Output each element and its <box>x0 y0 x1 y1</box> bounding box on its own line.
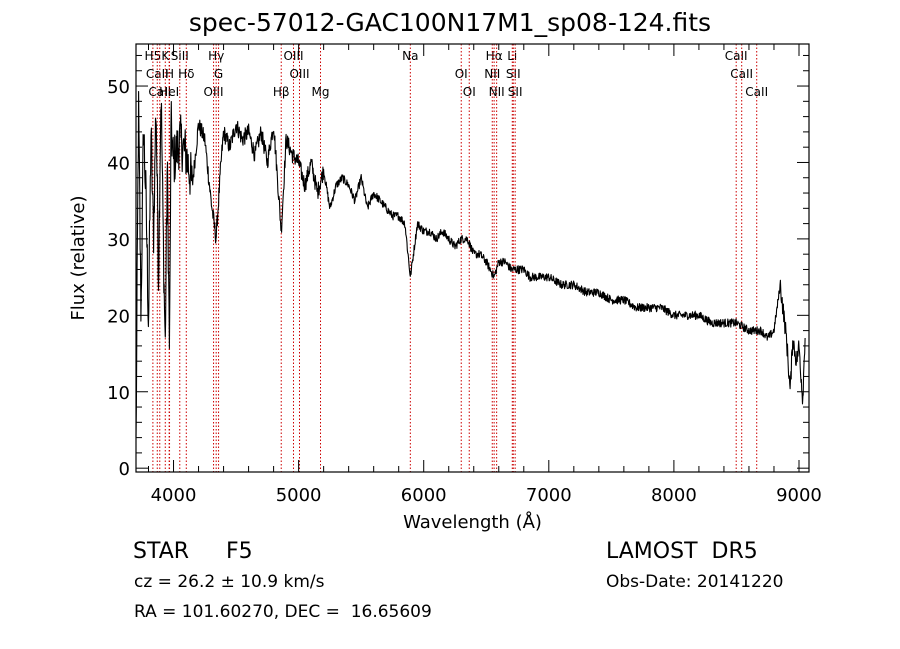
line-marker-label: SII <box>508 85 523 99</box>
line-marker-label: H <box>165 67 174 81</box>
y-tick-label: 0 <box>119 459 130 480</box>
y-axis-label: Flux (relative) <box>68 195 89 320</box>
line-marker-label: CaII <box>148 85 171 99</box>
x-tick-label: 4000 <box>151 485 197 506</box>
object-class: STAR <box>133 539 190 564</box>
line-marker-label: K <box>161 49 170 63</box>
chart-title: spec-57012-GAC100N17M1_sp08-124.fits <box>188 8 712 37</box>
x-axis-label: Wavelength (Å) <box>403 511 542 533</box>
coordinates: RA = 101.60270, DEC = 16.65609 <box>134 602 432 622</box>
line-marker-label: H5 <box>145 49 162 63</box>
object-subclass: F5 <box>226 539 253 564</box>
plot-frame <box>135 43 810 473</box>
x-tick-label: 7000 <box>526 485 572 506</box>
line-marker-label: OIII <box>204 85 224 99</box>
line-marker-label: SiII <box>171 49 189 63</box>
observation-date: Obs-Date: 20141220 <box>606 572 784 592</box>
line-marker-label: HeI <box>159 85 179 99</box>
survey-name: LAMOST DR5 <box>606 539 758 564</box>
line-marker-label: OIII <box>289 67 309 81</box>
redshift-value: cz = 26.2 ± 10.9 km/s <box>134 572 325 592</box>
line-marker-label: Hβ <box>273 85 290 99</box>
line-marker-label: Hδ <box>178 67 194 81</box>
axes: 4000 5000 6000 7000 8000 9000 0 10 20 30 40 50 <box>107 44 822 506</box>
line-marker-label: OI <box>463 85 476 99</box>
line-marker-label: CaII <box>745 85 768 99</box>
line-markers: H5CaIICaIIKHHeISiIIHδOIIIHγGHβOIIIOIIIMg… <box>145 44 768 472</box>
line-marker-label: CaII <box>146 67 169 81</box>
y-tick-label: 40 <box>107 153 130 174</box>
x-tick-label: 8000 <box>651 485 697 506</box>
line-marker-label: OI <box>455 67 468 81</box>
line-marker-label: SII <box>506 67 521 81</box>
x-tick-label: 9000 <box>776 485 822 506</box>
line-marker-label: Mg <box>312 85 330 99</box>
line-marker-label: CaII <box>730 67 753 81</box>
line-marker-label: Hα <box>486 49 503 63</box>
line-marker-label: CaII <box>725 49 748 63</box>
line-marker-label: OIII <box>283 49 303 63</box>
x-tick-label: 5000 <box>276 485 322 506</box>
y-tick-label: 20 <box>107 306 130 327</box>
line-marker-label: Li <box>507 49 517 63</box>
line-marker-label: G <box>214 67 223 81</box>
x-tick-label: 6000 <box>401 485 447 506</box>
y-tick-label: 10 <box>107 383 130 404</box>
line-marker-label: Na <box>402 49 418 63</box>
line-marker-label: NII <box>489 85 505 99</box>
line-marker-label: NII <box>484 67 500 81</box>
spectrum-line <box>135 90 806 437</box>
line-marker-label: Hγ <box>208 49 224 63</box>
y-tick-label: 50 <box>107 77 130 98</box>
y-tick-label: 30 <box>107 230 130 251</box>
